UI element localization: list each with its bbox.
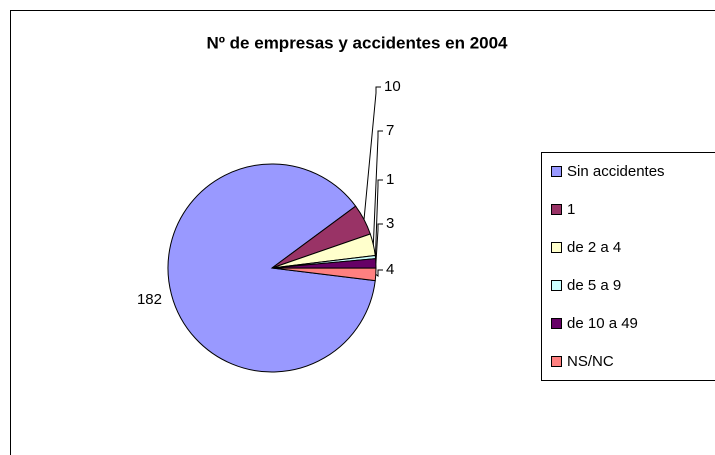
- legend-swatch: [551, 204, 562, 215]
- data-label: 10: [384, 78, 401, 95]
- legend-swatch: [551, 356, 562, 367]
- legend-box: [541, 152, 715, 381]
- legend-label: de 10 a 49: [567, 315, 638, 332]
- legend-label: Sin accidentes: [567, 163, 665, 180]
- leader-line: [372, 130, 383, 245]
- data-label: 7: [386, 122, 394, 139]
- data-label: 182: [137, 291, 162, 308]
- leader-line: [374, 179, 383, 258]
- data-label: 4: [386, 261, 394, 278]
- legend-label: de 2 a 4: [567, 239, 621, 256]
- leader-line: [375, 223, 383, 264]
- legend-swatch: [551, 318, 562, 329]
- pie-slice: [167, 163, 376, 373]
- legend-label: 1: [567, 201, 575, 218]
- legend-swatch: [551, 166, 562, 177]
- chart-title: Nº de empresas y accidentes en 2004: [206, 33, 508, 52]
- legend-label: de 5 a 9: [567, 277, 621, 294]
- legend-swatch: [551, 242, 562, 253]
- data-label: 1: [386, 171, 394, 188]
- leader-line: [363, 86, 381, 220]
- data-label: 3: [386, 215, 394, 232]
- leader-line: [375, 269, 383, 277]
- legend-label: NS/NC: [567, 353, 614, 370]
- legend-swatch: [551, 280, 562, 291]
